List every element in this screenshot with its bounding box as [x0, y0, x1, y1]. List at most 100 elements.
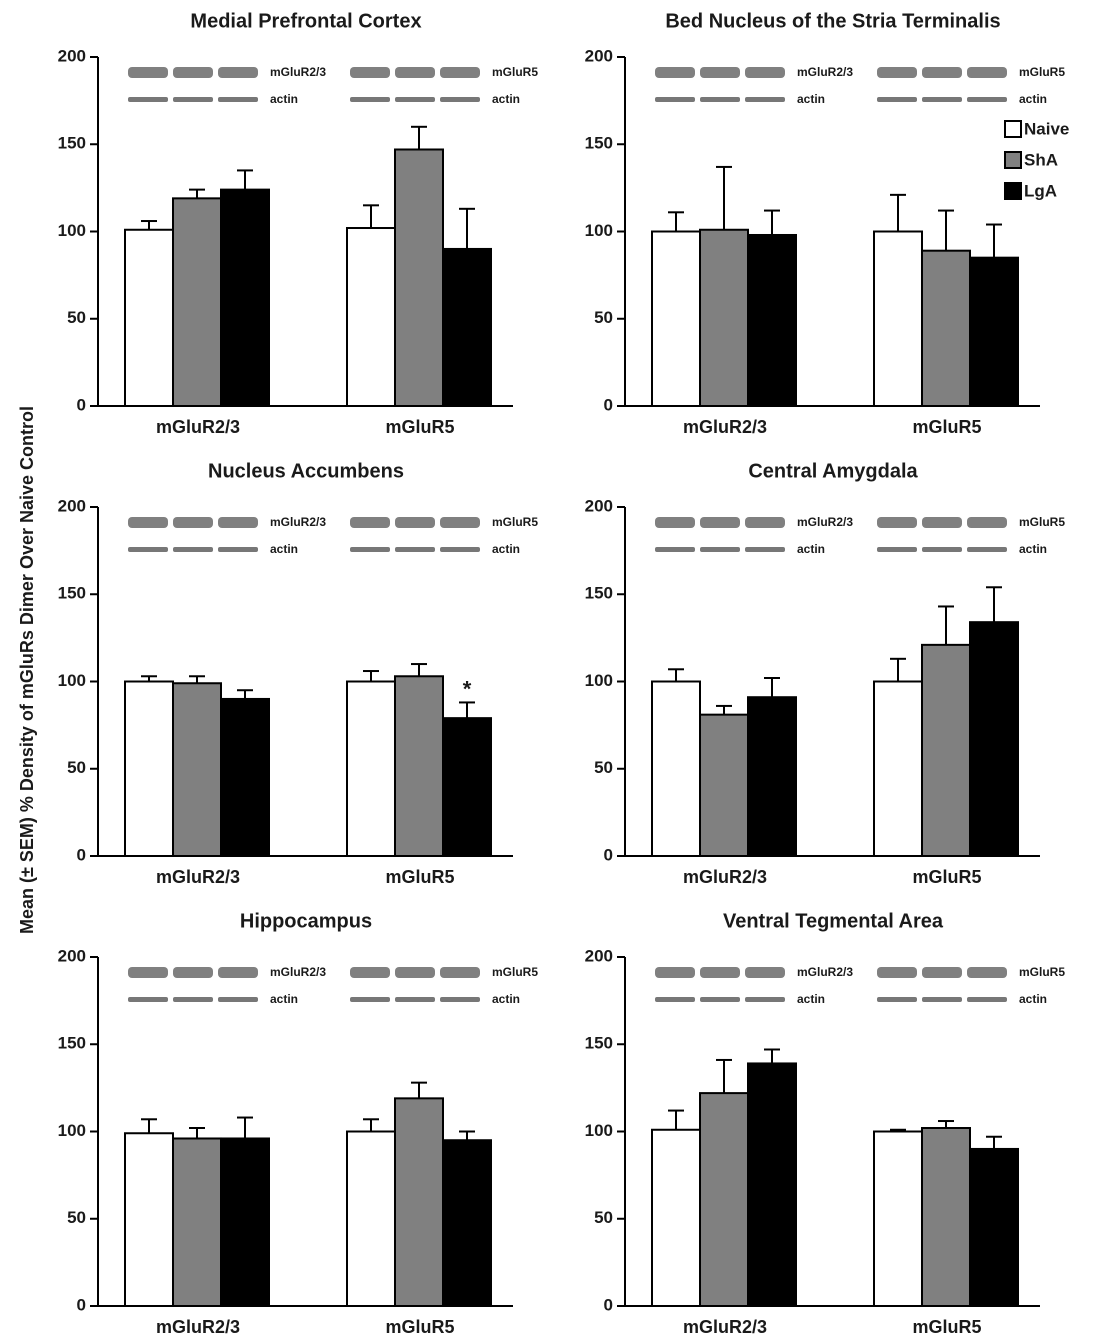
- legend-label: LgA: [1024, 181, 1057, 200]
- y-tick-label: 50: [67, 1208, 86, 1227]
- x-tick-label: mGluR5: [912, 417, 981, 437]
- bar: [700, 715, 748, 856]
- bar: [874, 1132, 922, 1307]
- panel-title: Hippocampus: [240, 910, 372, 932]
- actin-band: [877, 997, 917, 1002]
- blot-band: [218, 967, 258, 978]
- actin-band: [922, 997, 962, 1002]
- bar: [125, 1133, 173, 1306]
- actin-band: [877, 97, 917, 102]
- y-tick-label: 0: [604, 1295, 613, 1314]
- x-tick-label: mGluR2/3: [683, 1317, 767, 1337]
- blot-band: [173, 967, 213, 978]
- actin-band: [395, 97, 435, 102]
- legend-swatch: [1005, 183, 1021, 199]
- blot-band: [173, 517, 213, 528]
- panel-title: Ventral Tegmental Area: [723, 910, 944, 932]
- bar: [970, 622, 1018, 856]
- bar: [874, 232, 922, 407]
- blot-band: [700, 67, 740, 78]
- actin-band: [395, 997, 435, 1002]
- x-tick-label: mGluR5: [912, 867, 981, 887]
- blot-label: mGluR2/3: [797, 515, 853, 529]
- blot-label: mGluR2/3: [797, 65, 853, 79]
- legend-swatch: [1005, 152, 1021, 168]
- blot-label: actin: [797, 992, 825, 1006]
- y-tick-label: 0: [604, 845, 613, 864]
- panel-title: Medial Prefrontal Cortex: [190, 10, 421, 32]
- y-tick-label: 0: [77, 395, 86, 414]
- blot-label: actin: [270, 992, 298, 1006]
- bar: [652, 682, 700, 857]
- actin-band: [350, 997, 390, 1002]
- x-tick-label: mGluR5: [385, 1317, 454, 1337]
- x-tick-label: mGluR5: [912, 1317, 981, 1337]
- bar: [748, 697, 796, 856]
- actin-band: [350, 97, 390, 102]
- y-tick-label: 150: [585, 584, 613, 603]
- actin-band: [967, 997, 1007, 1002]
- bar: [748, 1063, 796, 1306]
- bar: [125, 230, 173, 406]
- blot-band: [128, 67, 168, 78]
- blot-band: [350, 517, 390, 528]
- y-tick-label: 0: [604, 395, 613, 414]
- actin-band: [173, 547, 213, 552]
- actin-band: [655, 997, 695, 1002]
- bar: [347, 228, 395, 406]
- bar: [443, 249, 491, 406]
- blot-band: [350, 67, 390, 78]
- actin-band: [745, 997, 785, 1002]
- y-tick-label: 50: [594, 308, 613, 327]
- actin-band: [173, 97, 213, 102]
- y-tick-label: 0: [77, 845, 86, 864]
- y-tick-label: 150: [58, 1034, 86, 1053]
- bar: [221, 699, 269, 856]
- actin-band: [745, 547, 785, 552]
- blot-band: [967, 517, 1007, 528]
- actin-band: [218, 997, 258, 1002]
- bar: [347, 682, 395, 857]
- bar: [395, 1098, 443, 1306]
- actin-band: [218, 547, 258, 552]
- bar: [652, 232, 700, 407]
- actin-band: [745, 97, 785, 102]
- blot-label: actin: [492, 92, 520, 106]
- blot-band: [745, 67, 785, 78]
- y-tick-label: 200: [585, 46, 613, 65]
- blot-label: mGluR5: [492, 65, 538, 79]
- blot-band: [440, 67, 480, 78]
- blot-label: actin: [492, 542, 520, 556]
- y-tick-label: 100: [585, 221, 613, 240]
- blot-band: [700, 967, 740, 978]
- blot-band: [877, 517, 917, 528]
- blot-label: actin: [270, 92, 298, 106]
- blot-label: mGluR2/3: [270, 965, 326, 979]
- actin-band: [128, 997, 168, 1002]
- y-tick-label: 100: [58, 1121, 86, 1140]
- actin-band: [440, 997, 480, 1002]
- blot-band: [967, 67, 1007, 78]
- annotation: *: [463, 676, 472, 701]
- blot-band: [218, 67, 258, 78]
- legend-swatch: [1005, 121, 1021, 137]
- y-tick-label: 50: [67, 758, 86, 777]
- panel-title: Bed Nucleus of the Stria Terminalis: [665, 10, 1000, 32]
- y-tick-label: 200: [585, 946, 613, 965]
- bar: [221, 190, 269, 406]
- blot-label: actin: [1019, 992, 1047, 1006]
- y-tick-label: 150: [58, 584, 86, 603]
- blot-band: [655, 67, 695, 78]
- bar: [922, 251, 970, 406]
- actin-band: [967, 97, 1007, 102]
- actin-band: [655, 97, 695, 102]
- blot-label: actin: [270, 542, 298, 556]
- blot-label: mGluR5: [1019, 65, 1065, 79]
- panel-title: Nucleus Accumbens: [208, 460, 404, 482]
- bar: [395, 676, 443, 856]
- x-tick-label: mGluR5: [385, 417, 454, 437]
- actin-band: [700, 997, 740, 1002]
- blot-label: mGluR2/3: [270, 65, 326, 79]
- blot-band: [700, 517, 740, 528]
- actin-band: [440, 547, 480, 552]
